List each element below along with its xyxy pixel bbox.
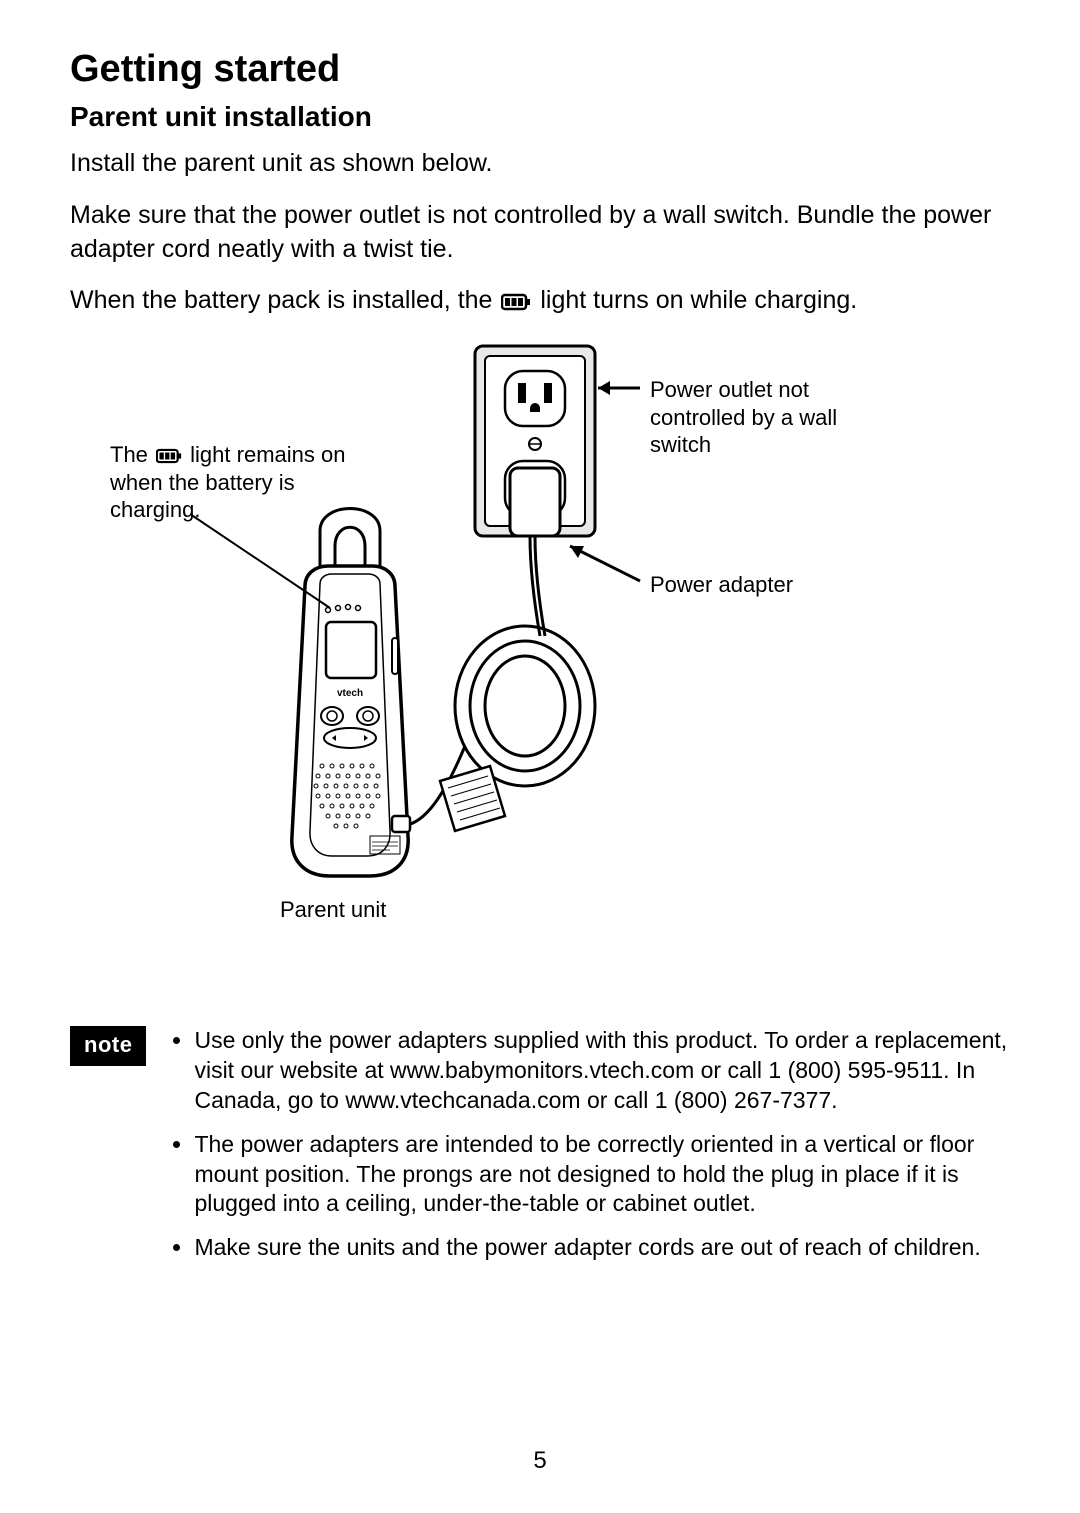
svg-text:vtech: vtech [337,688,363,699]
note-section: note Use only the power adapters supplie… [70,1026,1010,1277]
note-badge: note [70,1026,146,1066]
page-number: 5 [0,1447,1080,1475]
note-item: The power adapters are intended to be co… [194,1130,1010,1220]
note-item: Make sure the units and the power adapte… [194,1233,1010,1263]
section-heading: Parent unit installation [70,101,1010,133]
arrow-left-icon [570,546,640,581]
paragraph-1: Install the parent unit as shown below. [70,147,1010,181]
note-item: Use only the power adapters supplied wit… [194,1026,1010,1116]
note-list: Use only the power adapters supplied wit… [168,1026,1010,1277]
installation-diagram: The light remains on when the battery is… [70,336,1010,1016]
pointer-line-icon [190,514,330,608]
arrow-left-icon [598,381,640,395]
paragraph-3b: light turns on while charging. [540,286,857,314]
paragraph-3: When the battery pack is installed, the … [70,284,1010,318]
page-heading: Getting started [70,48,1010,91]
battery-icon [501,293,531,311]
paragraph-3a: When the battery pack is installed, the [70,286,499,314]
parent-unit-icon: vtech [292,509,410,877]
diagram-svg: vtech [70,336,1010,936]
paragraph-2: Make sure that the power outlet is not c… [70,199,1010,267]
